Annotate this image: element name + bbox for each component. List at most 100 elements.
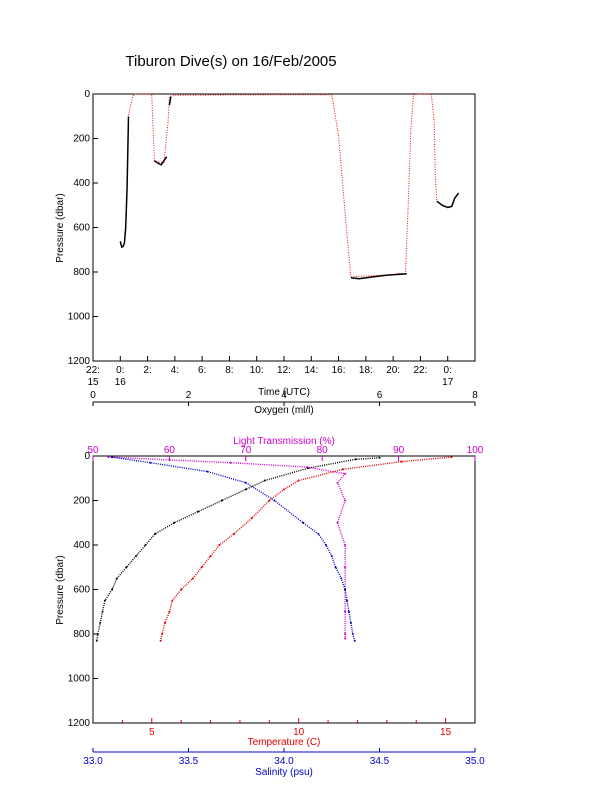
on-bottom-segment [119,116,130,249]
transmission-tick-label: 90 [393,445,405,456]
transmission-profile [108,456,347,639]
profile-plot-pressure-label: Pressure (dbar) [55,555,66,624]
profile-pressure-tick-label: 1200 [68,718,91,729]
salinity-tick-label: 33.0 [83,756,103,767]
time-plot-pressure-label: Pressure (dbar) [55,193,66,262]
transmission-point [344,566,347,569]
temperature-point [341,468,344,471]
oxygen-tick-label: 6 [377,390,383,401]
oxygen-point [220,499,223,502]
transmission-point [344,633,347,635]
time-tick-label: 10: [250,365,264,376]
transmission-tick-label: 70 [240,445,252,456]
profile-pressure-tick-label: 1000 [68,674,91,685]
temperature-point [297,479,300,482]
salinity-point [273,499,276,502]
time-tick-date: 17 [442,377,454,388]
oxygen-point [173,521,176,524]
time-tick-label: 16: [332,365,346,376]
salinity-profile [111,456,356,641]
oxygen-point [103,599,106,602]
temperature-point [171,599,174,602]
oxygen-point [354,458,357,461]
time-tick-label: 0: [444,365,452,376]
temperature-tick-label: 10 [293,727,305,738]
on-bottom-segment [153,156,168,166]
temperature-point [283,488,285,491]
temperature-point [161,633,164,635]
time-tick-date: 15 [87,377,99,388]
salinity-tick-label: 35.0 [465,756,485,767]
dive-depth-trace [128,93,438,278]
profile-pressure-tick-label: 0 [84,451,90,462]
oxygen-point [263,479,266,482]
temperature-point [218,544,221,546]
time-tick-label: 20: [386,365,400,376]
pressure-tick-label: 1200 [68,356,91,367]
profile-plot-series [95,456,453,642]
time-plot-series [119,93,460,280]
oxygen-point [115,577,118,580]
profile-pressure-tick-label: 600 [73,585,90,596]
oxygen-tick-label: 8 [472,390,478,401]
chart-title: Tiburon Dive(s) on 16/Feb/2005 [125,53,336,70]
salinity-point [149,461,152,464]
salinity-axis-label: Salinity (psu) [255,767,313,778]
time-tick-label: 12: [277,365,291,376]
salinity-point [351,633,354,635]
pressure-tick-label: 1000 [68,312,91,323]
time-tick-label: 4: [171,365,179,376]
salinity-point [244,481,247,484]
transmission-point [344,499,347,502]
time-tick-label: 22: [413,365,427,376]
oxygen-tick-label: 2 [186,390,192,401]
on-bottom-segment [436,192,460,209]
time-tick-label: 22: [86,365,100,376]
temperature-profile [159,456,452,641]
oxygen-point [144,544,147,546]
pressure-tick-label: 0 [84,89,90,100]
oxygen-point [96,633,99,635]
profile-pressure-tick-label: 800 [73,629,90,640]
profile-plot-frame [92,455,476,724]
temperature-point [191,577,194,580]
salinity-point [344,588,347,591]
temperature-axis-label: Temperature (C) [248,737,321,748]
time-tick-label: 2: [143,365,151,376]
transmission-point [336,481,339,484]
on-bottom-segment [168,96,172,106]
profile-pressure-tick-label: 200 [73,496,90,507]
profile-pressure-tick-label: 400 [73,540,90,551]
salinity-point [111,456,114,459]
salinity-point [206,470,209,473]
temperature-point [159,639,162,642]
temperature-point [400,460,403,463]
oxygen-point [197,510,200,513]
salinity-point [346,599,348,602]
salinity-point [353,639,356,642]
temperature-point [233,532,235,535]
time-tick-label: 18: [359,365,373,376]
oxygen-point [154,532,157,535]
temperature-point [200,566,203,569]
time-axis-label: Time (UTC) [258,387,310,398]
time-tick-date: 16 [115,377,127,388]
time-axis-ticks: 22:150:162: 4: 6: 8: 10: 12: 14: 16: 18: 20: 22: 0:… [86,356,454,388]
transmission-point [344,472,347,475]
transmission-tick-label: 50 [87,445,99,456]
time-plot-frame [92,93,476,362]
oxygen-tick-label: 0 [90,390,96,401]
temperature-tick-label: 5 [149,727,155,738]
salinity-point [349,621,352,624]
oxygen-profile [96,457,380,641]
salinity-point [325,544,327,546]
transmission-tick-label: 80 [317,445,329,456]
temperature-point [168,610,171,613]
time-plot-pressure-axis-ticks: 0 200 400 600 800 1000 1200 [68,89,98,367]
time-tick-label: 6: [198,365,206,376]
oxygen-point [244,488,247,491]
temperature-point [268,499,271,502]
transmission-point [344,610,347,613]
